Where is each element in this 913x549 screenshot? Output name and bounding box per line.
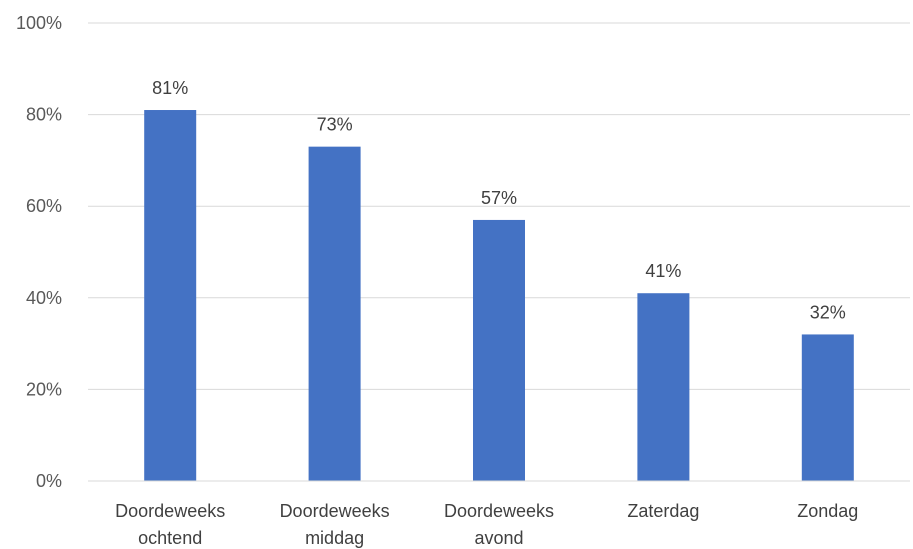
data-label: 32% (810, 302, 846, 322)
data-label: 57% (481, 188, 517, 208)
data-label: 81% (152, 78, 188, 98)
y-tick-label: 100% (16, 13, 62, 33)
bars (144, 110, 854, 482)
y-axis-tick-labels: 0% 20% 40% 60% 80% 100% (16, 13, 62, 491)
category-label-line: Doordeweeks (444, 501, 554, 521)
category-label: Zaterdag (627, 501, 699, 521)
category-label-line: Doordeweeks (115, 501, 225, 521)
y-tick-label: 40% (26, 288, 62, 308)
category-label: Doordeweeks avond (444, 501, 554, 548)
y-tick-label: 60% (26, 196, 62, 216)
category-label: Doordeweeks middag (280, 501, 390, 548)
bar (801, 334, 854, 481)
bar (637, 293, 690, 481)
y-tick-label: 80% (26, 105, 62, 125)
data-label: 73% (317, 115, 353, 135)
category-label-line: Zondag (797, 501, 858, 521)
bar (144, 110, 197, 482)
category-label: Doordeweeks ochtend (115, 501, 225, 548)
category-label-line: middag (305, 528, 364, 548)
bar (308, 146, 361, 481)
y-tick-label: 20% (26, 379, 62, 399)
y-tick-label: 0% (36, 471, 62, 491)
category-label-line: ochtend (138, 528, 202, 548)
category-label: Zondag (797, 501, 858, 521)
category-label-line: avond (474, 528, 523, 548)
data-labels: 81% 73% 57% 41% 32% (152, 78, 846, 322)
data-label: 41% (645, 261, 681, 281)
gridlines (88, 22, 910, 390)
category-label-line: Zaterdag (627, 501, 699, 521)
category-label-line: Doordeweeks (280, 501, 390, 521)
bar (473, 219, 525, 481)
